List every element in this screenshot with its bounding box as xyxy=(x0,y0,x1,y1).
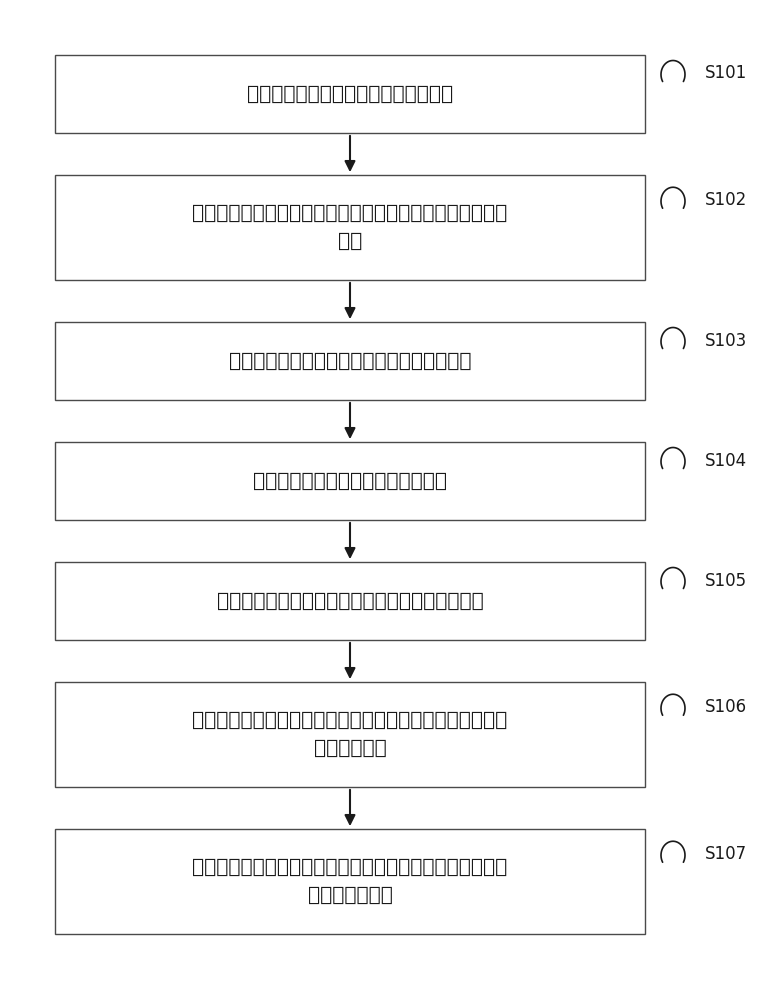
Text: S103: S103 xyxy=(705,332,747,350)
Text: S104: S104 xyxy=(705,452,747,470)
Text: S105: S105 xyxy=(705,572,747,590)
Text: 循环信号序列: 循环信号序列 xyxy=(314,739,386,758)
Bar xyxy=(55,829,645,934)
Text: 分别对各个符号数据块进行离散傅里叶变换，得到第一信号: 分别对各个符号数据块进行离散傅里叶变换，得到第一信号 xyxy=(193,204,508,223)
Text: S107: S107 xyxy=(705,845,747,863)
Text: 使用所述窗函数对所述第二信号序列进行加窗操作: 使用所述窗函数对所述第二信号序列进行加窗操作 xyxy=(217,591,484,610)
Bar xyxy=(55,682,645,787)
Text: 序列: 序列 xyxy=(338,232,362,251)
Text: 并向接收器发出: 并向接收器发出 xyxy=(307,886,392,905)
Bar xyxy=(55,442,645,520)
Text: S102: S102 xyxy=(705,191,747,209)
Bar xyxy=(55,322,645,400)
Text: 根据预设的成形滤波器，生成窗函数: 根据预设的成形滤波器，生成窗函数 xyxy=(253,472,447,490)
Bar xyxy=(55,55,645,133)
Text: 将调制符号序列分割为多个符号数据块: 将调制符号序列分割为多个符号数据块 xyxy=(247,85,453,104)
Bar xyxy=(55,175,645,280)
Text: S101: S101 xyxy=(705,64,747,83)
Text: 将所述第一信号序列循环扩展为第二信号序列: 将所述第一信号序列循环扩展为第二信号序列 xyxy=(229,352,471,370)
Bar xyxy=(55,562,645,640)
Text: 在所述循环信号序列上增加保护间隔，得到输出信号序列，: 在所述循环信号序列上增加保护间隔，得到输出信号序列， xyxy=(193,858,508,877)
Text: 对加窗操作后的第二信号序列进行离散傅里叶逆变换，得到: 对加窗操作后的第二信号序列进行离散傅里叶逆变换，得到 xyxy=(193,711,508,730)
Text: S106: S106 xyxy=(705,698,747,716)
